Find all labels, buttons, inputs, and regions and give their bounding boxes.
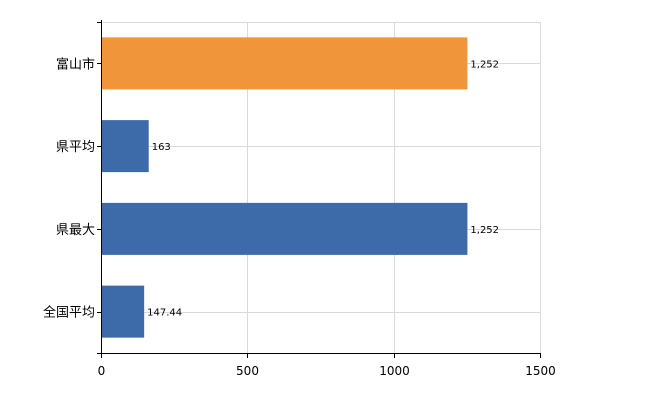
data-label-4: 147.44: [147, 308, 182, 319]
x-tick-label-1: 0: [98, 364, 106, 378]
data-label-1: 1,252: [470, 59, 499, 70]
data-label-2: 163: [152, 142, 171, 153]
category-label-3: 県最大: [56, 223, 95, 238]
data-label-3: 1,252: [470, 225, 499, 236]
bar-4: [101, 285, 145, 338]
bars: [101, 37, 468, 338]
bar-3: [101, 202, 468, 255]
category-label-1: 富山市: [56, 56, 95, 72]
category-label-4: 全国平均: [43, 305, 95, 321]
labels: 1,252 富山市 163 県平均 1,252 県最大 147.44 全国平均 0 500 1000…: [43, 56, 556, 378]
category-label-2: 県平均: [56, 140, 95, 155]
x-tick-label-2: 500: [236, 364, 259, 378]
axes: [97, 20, 541, 358]
x-tick-label-4: 1500: [525, 364, 556, 378]
x-tick-label-3: 1000: [379, 364, 410, 378]
bar-1: [101, 37, 468, 90]
bar-2: [101, 120, 149, 173]
